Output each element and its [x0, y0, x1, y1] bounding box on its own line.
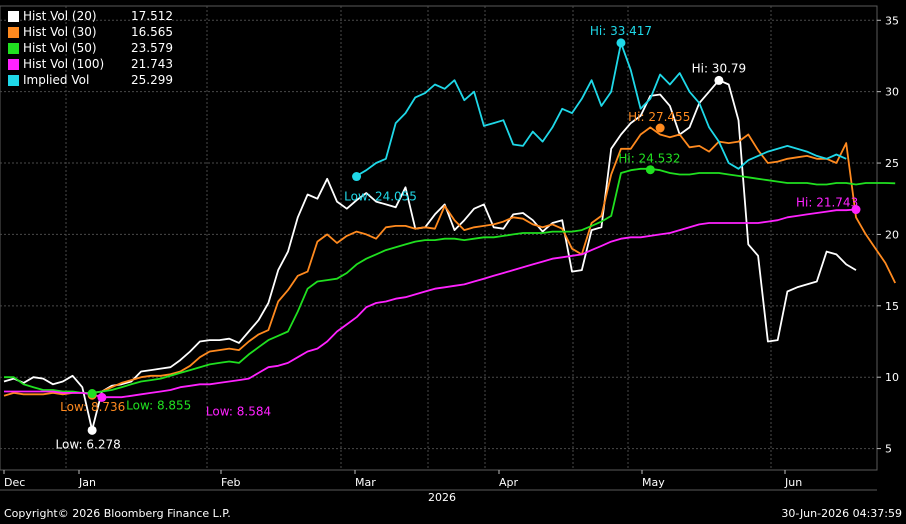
annotation-label: Low: 24.055 — [344, 190, 417, 204]
annotation-label: Low: 8.736 — [60, 400, 125, 414]
legend-entry-hist-vol-100[interactable]: Hist Vol (100) 21.743 — [8, 56, 173, 72]
x-tick-label: Feb — [221, 476, 240, 489]
annotation-label: Low: 6.278 — [56, 437, 121, 451]
chart-legend: Hist Vol (20) 17.512 Hist Vol (30) 16.56… — [8, 8, 173, 88]
legend-swatch — [8, 42, 19, 54]
legend-series-value: 16.565 — [131, 25, 173, 39]
legend-series-name: Hist Vol (30) — [23, 25, 97, 39]
annotation-marker — [97, 392, 107, 402]
series-line-1 — [3, 126, 897, 397]
annotation-label: Low: 8.855 — [126, 399, 191, 413]
y-tick-label: 25 — [885, 157, 899, 170]
annotation-label: Low: 8.584 — [206, 404, 271, 418]
series-line-0 — [3, 79, 857, 431]
annotation-marker — [87, 389, 97, 399]
legend-swatch — [8, 26, 19, 38]
x-tick-label: Jan — [78, 476, 96, 489]
legend-series-name: Hist Vol (20) — [23, 9, 97, 23]
series-line-4 — [356, 42, 847, 177]
legend-entry-hist-vol-50[interactable]: Hist Vol (50) 23.579 — [8, 40, 173, 56]
legend-series-name: Hist Vol (100) — [23, 57, 105, 71]
x-tick-label: Apr — [499, 476, 519, 489]
annotation-label: Hi: 33.417 — [590, 24, 652, 38]
plot-area — [0, 5, 878, 471]
legend-series-value: 25.299 — [131, 73, 173, 87]
legend-swatch — [8, 58, 19, 70]
y-tick-label: 35 — [885, 14, 899, 27]
y-tick-label: 30 — [885, 86, 899, 99]
series-line-2 — [4, 167, 896, 394]
legend-series-value: 21.743 — [131, 57, 173, 71]
y-tick-label: 10 — [885, 371, 899, 384]
y-tick-label: 20 — [885, 228, 899, 241]
timestamp-text: 30-Jun-2026 04:37:59 — [781, 507, 902, 520]
annotation-marker — [616, 38, 626, 48]
x-tick-label: May — [642, 476, 665, 489]
annotation-marker — [352, 172, 362, 182]
series-line-3 — [4, 208, 857, 399]
annotation-label: Hi: 21.743 — [796, 196, 858, 210]
annotation-marker — [851, 205, 861, 215]
annotation-marker — [645, 165, 655, 175]
annotation-marker — [87, 425, 97, 435]
legend-series-value: 23.579 — [131, 41, 173, 55]
y-tick-label: 15 — [885, 300, 899, 313]
legend-swatch — [8, 10, 19, 22]
x-tick-label: Mar — [355, 476, 376, 489]
x-year-label: 2026 — [428, 491, 456, 504]
annotation-label: Hi: 27.455 — [628, 110, 690, 124]
legend-entry-implied-vol[interactable]: Implied Vol 25.299 — [8, 72, 173, 88]
legend-entry-hist-vol-20[interactable]: Hist Vol (20) 17.512 — [8, 8, 173, 24]
y-tick-label: 5 — [885, 443, 892, 456]
annotation-marker — [655, 123, 665, 133]
legend-series-name: Implied Vol — [23, 73, 90, 87]
x-tick-label: Dec — [4, 476, 25, 489]
x-tick-label: Jun — [784, 476, 802, 489]
legend-series-name: Hist Vol (50) — [23, 41, 97, 55]
legend-entry-hist-vol-30[interactable]: Hist Vol (30) 16.565 — [8, 24, 173, 40]
legend-series-value: 17.512 — [131, 9, 173, 23]
annotation-label: Hi: 30.79 — [692, 61, 747, 75]
legend-swatch — [8, 74, 19, 86]
annotation-label: Hi: 24.532 — [618, 152, 680, 166]
annotation-marker — [714, 75, 724, 85]
copyright-text: Copyright© 2026 Bloomberg Finance L.P. — [4, 507, 231, 520]
